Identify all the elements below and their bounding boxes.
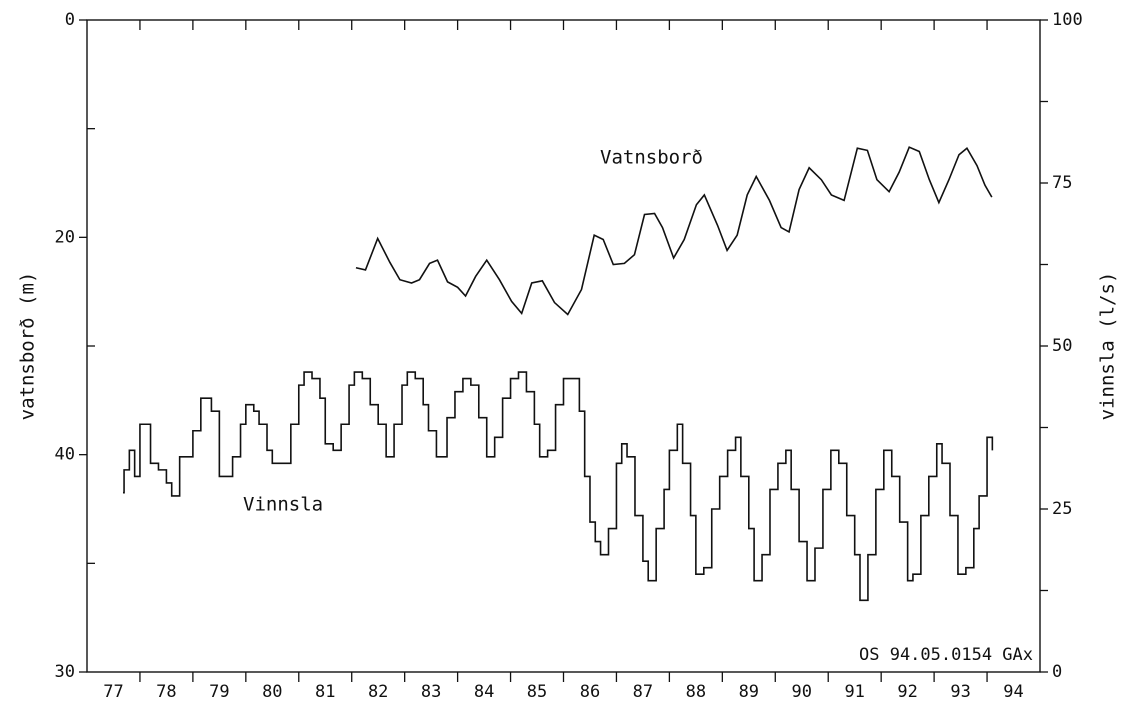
x-tick-label: 89 xyxy=(739,682,759,702)
y2-tick-label: 50 xyxy=(1052,336,1072,356)
y-tick-label: 20 xyxy=(55,227,75,247)
x-tick-label: 87 xyxy=(633,682,653,702)
x-tick-label: 84 xyxy=(474,682,494,702)
x-tick-label: 88 xyxy=(686,682,706,702)
x-tick-label: 79 xyxy=(209,682,229,702)
y2-axis-label: vinnsla (l/s) xyxy=(1097,272,1119,421)
y2-tick-label: 100 xyxy=(1052,10,1083,30)
y-tick-label: 0 xyxy=(65,10,75,30)
series-line xyxy=(355,146,993,316)
x-tick-label: 94 xyxy=(1003,682,1023,702)
x-tick-label: 93 xyxy=(950,682,970,702)
series-line xyxy=(123,371,994,602)
x-tick-label: 78 xyxy=(156,682,176,702)
series-label: Vinnsla xyxy=(243,494,323,516)
x-tick-label: 85 xyxy=(527,682,547,702)
x-tick-label: 82 xyxy=(368,682,388,702)
x-tick-label: 91 xyxy=(844,682,864,702)
x-tick-label: 90 xyxy=(792,682,812,702)
x-tick-label: 92 xyxy=(897,682,917,702)
x-tick-label: 86 xyxy=(580,682,600,702)
x-tick-label: 83 xyxy=(421,682,441,702)
x-tick-label: 81 xyxy=(315,682,335,702)
annotation: OS 94.05.0154 GAx xyxy=(859,645,1033,665)
x-tick-label: 77 xyxy=(103,682,123,702)
series-label: Vatnsborð xyxy=(600,147,703,169)
y-tick-label: 30 xyxy=(55,662,75,682)
plot-frame xyxy=(86,19,1041,673)
y-tick-label: 40 xyxy=(55,445,75,465)
y2-tick-label: 0 xyxy=(1052,662,1062,682)
x-tick-label: 80 xyxy=(262,682,282,702)
y2-tick-label: 75 xyxy=(1052,173,1072,193)
y-axis-label: vatnsborð (m) xyxy=(17,272,39,421)
y2-tick-label: 25 xyxy=(1052,499,1072,519)
